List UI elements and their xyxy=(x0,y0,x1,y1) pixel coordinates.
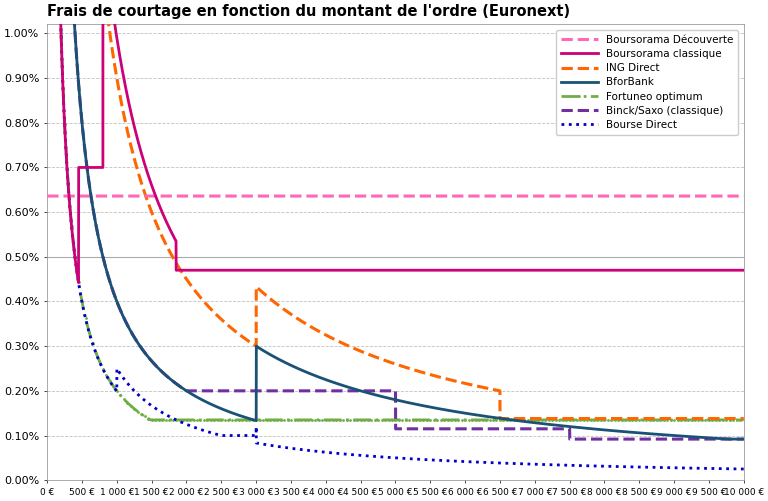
Boursorama Découverte xyxy=(464,193,473,199)
ING Direct xyxy=(739,415,748,421)
ING Direct xyxy=(464,381,473,387)
Boursorama Découverte xyxy=(217,193,226,199)
ING Direct xyxy=(694,415,703,421)
Line: Bourse Direct: Bourse Direct xyxy=(48,0,743,469)
Boursorama Découverte xyxy=(490,193,499,199)
Boursorama classique xyxy=(490,267,499,273)
Binck/Saxo (classique) xyxy=(739,436,748,442)
Boursorama classique xyxy=(217,267,226,273)
Binck/Saxo (classique) xyxy=(464,426,473,432)
BforBank xyxy=(541,421,551,427)
Line: Boursorama classique: Boursorama classique xyxy=(48,0,743,283)
Bourse Direct xyxy=(541,461,551,467)
Fortuneo optimum xyxy=(146,417,155,423)
BforBank xyxy=(372,392,381,398)
Bourse Direct xyxy=(490,460,499,466)
Bourse Direct xyxy=(217,432,226,438)
BforBank xyxy=(490,414,499,420)
BforBank xyxy=(739,436,748,442)
Fortuneo optimum xyxy=(464,417,473,423)
ING Direct xyxy=(541,415,551,421)
Fortuneo optimum xyxy=(490,417,499,423)
Line: BforBank: BforBank xyxy=(48,0,743,439)
Boursorama Découverte xyxy=(43,193,52,199)
BforBank xyxy=(724,436,733,442)
Binck/Saxo (classique) xyxy=(565,436,574,442)
ING Direct xyxy=(217,316,226,322)
Boursorama classique xyxy=(372,267,381,273)
Bourse Direct xyxy=(464,459,473,465)
Binck/Saxo (classique) xyxy=(217,388,226,394)
Text: Frais de courtage en fonction du montant de l'ordre (Euronext): Frais de courtage en fonction du montant… xyxy=(47,4,571,19)
BforBank xyxy=(464,411,473,417)
Binck/Saxo (classique) xyxy=(490,426,499,432)
Boursorama classique xyxy=(694,267,703,273)
Fortuneo optimum xyxy=(739,417,748,423)
Boursorama classique xyxy=(541,267,551,273)
Fortuneo optimum xyxy=(694,417,703,423)
Bourse Direct xyxy=(372,453,381,459)
Legend: Boursorama Découverte, Boursorama classique, ING Direct, BforBank, Fortuneo opti: Boursorama Découverte, Boursorama classi… xyxy=(556,30,739,135)
Boursorama classique xyxy=(739,267,748,273)
Boursorama Découverte xyxy=(739,193,748,199)
Line: Fortuneo optimum: Fortuneo optimum xyxy=(46,0,745,421)
BforBank xyxy=(217,405,226,411)
Boursorama classique xyxy=(464,267,473,273)
ING Direct xyxy=(372,354,381,360)
ING Direct xyxy=(495,415,505,421)
Boursorama Découverte xyxy=(372,193,381,199)
Fortuneo optimum xyxy=(372,417,381,423)
Line: ING Direct: ING Direct xyxy=(48,0,743,418)
BforBank xyxy=(694,434,703,440)
Binck/Saxo (classique) xyxy=(372,388,381,394)
Bourse Direct xyxy=(694,465,703,471)
Binck/Saxo (classique) xyxy=(694,436,703,442)
Binck/Saxo (classique) xyxy=(541,426,551,432)
Boursorama classique xyxy=(74,280,83,286)
Bourse Direct xyxy=(739,466,748,472)
Line: Binck/Saxo (classique): Binck/Saxo (classique) xyxy=(48,0,743,439)
Boursorama Découverte xyxy=(694,193,703,199)
Fortuneo optimum xyxy=(541,417,551,423)
ING Direct xyxy=(490,387,499,393)
Boursorama Découverte xyxy=(541,193,551,199)
Fortuneo optimum xyxy=(217,417,226,423)
